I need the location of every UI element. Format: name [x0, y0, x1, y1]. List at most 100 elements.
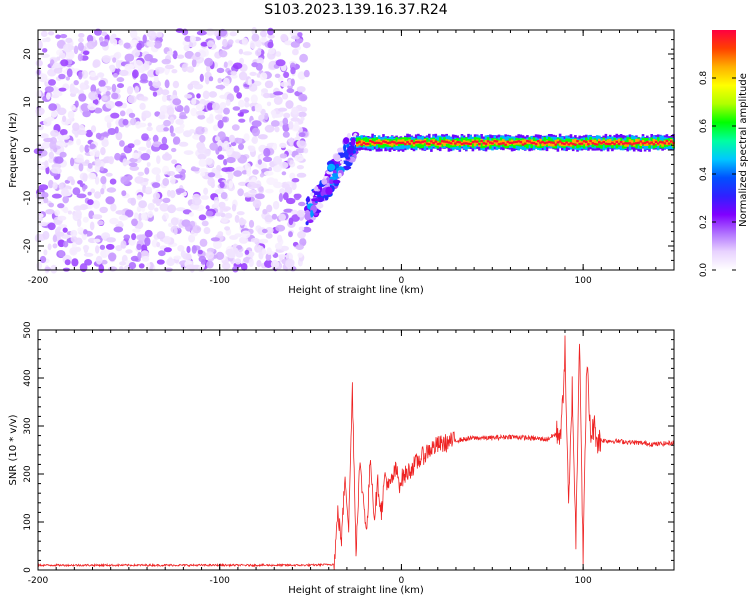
heatmap-cell: [358, 140, 361, 143]
figure-title: S103.2023.139.16.37.R24: [264, 2, 447, 18]
heatmap-cell: [115, 131, 123, 141]
heatmap-cell: [630, 140, 634, 145]
heatmap-cell: [154, 207, 159, 212]
heatmap-cell: [216, 67, 225, 74]
heatmap-cell: [196, 93, 201, 99]
heatmap-cell: [217, 119, 224, 129]
heatmap-cell: [35, 90, 42, 99]
heatmap-cell: [87, 162, 93, 169]
heatmap-cell: [127, 95, 137, 104]
y-tick-label: -10: [23, 190, 33, 205]
heatmap-cell: [302, 42, 311, 49]
heatmap-cell: [565, 141, 568, 144]
heatmap-cell: [356, 137, 359, 146]
heatmap-cell: [406, 141, 409, 144]
heatmap-cell: [264, 112, 269, 121]
snr-panel: -200 -100 0 100 0 100 200 300 400 500 Height of s…: [8, 321, 675, 596]
x-tick-label: 0: [399, 576, 405, 586]
heatmap-cell: [543, 137, 547, 145]
heatmap-cell: [123, 42, 131, 49]
heatmap-cell: [161, 94, 168, 102]
heatmap-cell: [52, 182, 58, 190]
heatmap-cell: [170, 132, 176, 137]
heatmap-cell: [663, 142, 667, 145]
heatmap-cell: [259, 238, 269, 244]
heatmap-cell: [259, 72, 268, 81]
heatmap-cell: [161, 214, 166, 221]
heatmap-cell: [261, 228, 268, 234]
heatmap-cell: [580, 142, 584, 145]
y-tick-label: 0: [23, 567, 33, 573]
heatmap-cell: [105, 100, 115, 109]
heatmap-cell: [295, 244, 304, 251]
heatmap-cell: [289, 159, 294, 165]
heatmap-cell: [661, 141, 664, 144]
x-tick-label: -200: [28, 576, 49, 586]
heatmap-cell: [297, 32, 303, 37]
heatmap-cell: [489, 141, 492, 144]
heatmap-cell: [44, 160, 49, 169]
heatmap-cell: [582, 140, 586, 143]
heatmap-cell: [291, 214, 300, 222]
heatmap-cell: [272, 200, 280, 210]
snr-ylabel: SNR (10 * v/v): [8, 414, 19, 485]
heatmap-cell: [95, 150, 100, 158]
heatmap-cell: [305, 197, 311, 203]
heatmap-cell: [190, 107, 198, 117]
heatmap-cell: [200, 41, 209, 47]
heatmap-cell: [362, 141, 366, 144]
heatmap-cell: [375, 141, 379, 144]
heatmap-cell: [77, 42, 84, 52]
heatmap-cell: [227, 60, 233, 66]
heatmap-cell: [256, 57, 264, 65]
heatmap-cell: [230, 74, 238, 79]
heatmap-cell: [530, 140, 533, 149]
heatmap-cell: [92, 200, 101, 209]
colorbar-gradient: [712, 30, 736, 270]
heatmap-cell: [98, 86, 108, 93]
heatmap-cell: [338, 172, 342, 178]
heatmap-cell: [513, 141, 516, 144]
heatmap-cell: [608, 143, 612, 146]
heatmap-cell: [108, 266, 118, 272]
heatmap-cell: [80, 103, 90, 112]
heatmap-cell: [151, 32, 156, 39]
heatmap-cell: [122, 118, 129, 126]
heatmap-cell: [55, 231, 65, 237]
heatmap-cell: [70, 229, 78, 237]
heatmap-cell: [57, 203, 65, 209]
heatmap-cell: [48, 179, 54, 189]
heatmap-cell: [90, 188, 96, 194]
heatmap-cell: [67, 210, 72, 215]
heatmap-cell: [395, 142, 398, 145]
heatmap-cell: [225, 146, 234, 153]
heatmap-cell: [212, 124, 219, 132]
heatmap-cell: [72, 187, 81, 196]
heatmap-cell: [205, 157, 213, 165]
heatmap-cell: [656, 142, 660, 145]
heatmap-cell: [78, 37, 84, 43]
heatmap-cell: [480, 140, 483, 143]
heatmap-cell: [44, 266, 51, 272]
heatmap-cell: [90, 71, 97, 78]
heatmap-cell: [517, 140, 520, 145]
heatmap-cell: [289, 172, 296, 180]
heatmap-cell: [128, 162, 138, 167]
heatmap-cell: [515, 140, 518, 144]
colorbar-tick-label: 0.2: [699, 215, 709, 229]
heatmap-cell: [154, 111, 161, 117]
heatmap-cell: [598, 138, 601, 144]
heatmap-cell: [115, 245, 123, 252]
heatmap-cell: [109, 64, 116, 73]
heatmap-cell: [279, 161, 289, 169]
heatmap-cell: [210, 237, 220, 242]
heatmap-cell: [550, 142, 553, 147]
heatmap-cell: [373, 141, 376, 145]
heatmap-cell: [58, 73, 66, 80]
x-tick-label: 100: [575, 576, 592, 586]
heatmap-cell: [190, 167, 201, 172]
heatmap-cell: [274, 242, 283, 250]
heatmap-cell: [69, 247, 78, 256]
heatmap-cell: [277, 234, 283, 243]
heatmap-cell: [265, 233, 273, 239]
